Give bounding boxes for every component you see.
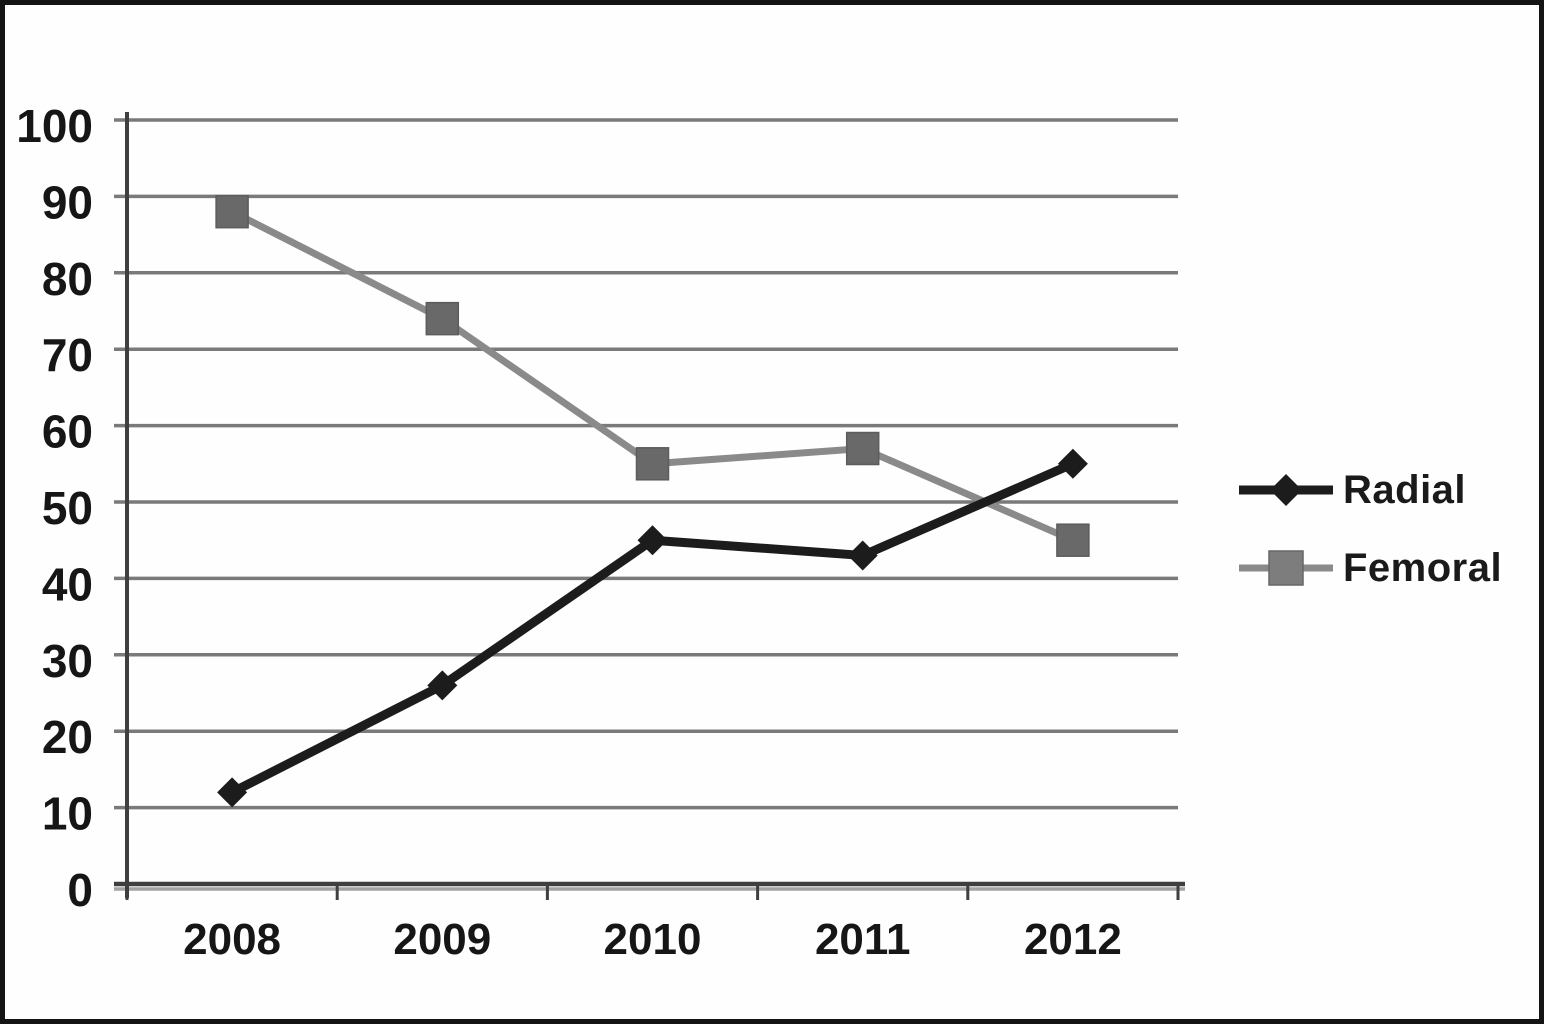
x-tick-label-2009: 2009	[393, 915, 491, 964]
data-point-femoral-2011	[845, 431, 880, 466]
y-tick-label-30: 30	[42, 635, 93, 687]
x-tick-label-2012: 2012	[1024, 915, 1122, 964]
y-tick-label-50: 50	[42, 482, 93, 534]
x-tick-label-2011: 2011	[815, 915, 910, 964]
data-point-femoral-2010	[635, 447, 670, 481]
data-point-radial-2010	[637, 525, 668, 556]
y-tick-label-60: 60	[42, 406, 93, 458]
x-tick-label-2010: 2010	[604, 915, 702, 964]
y-tick-label-20: 20	[42, 711, 93, 763]
y-tick-label-70: 70	[42, 329, 93, 381]
y-tick-label-10: 10	[42, 788, 93, 840]
data-point-femoral-2008	[215, 194, 249, 229]
y-tick-label-40: 40	[42, 558, 93, 610]
y-tick-label-100: 100	[16, 100, 93, 152]
data-point-femoral-2009	[425, 301, 460, 336]
series-line-radial	[227, 459, 1078, 797]
x-tick-label-2008: 2008	[183, 915, 281, 964]
y-tick-label-0: 0	[67, 864, 93, 916]
line-chart: 0 10 20 30 40 50 60 70 80 90 100 2008 2009 2010 2011 20…	[16, 100, 1185, 964]
data-point-radial-2008	[217, 777, 248, 808]
data-point-radial-2009	[427, 670, 458, 701]
y-tick-label-80: 80	[42, 253, 93, 305]
series-line-femoral	[228, 208, 1077, 544]
data-point-radial-2012	[1057, 448, 1088, 479]
y-tick-label-90: 90	[42, 176, 93, 228]
data-point-femoral-2012	[1056, 523, 1090, 557]
data-point-radial-2011	[847, 540, 878, 571]
